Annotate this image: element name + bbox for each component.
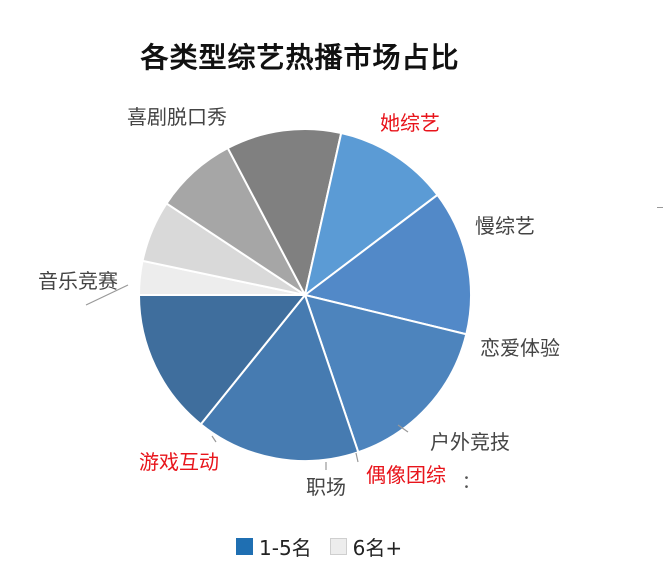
leader-line-2 — [397, 424, 409, 433]
slice-label-0: 职场 — [306, 475, 346, 499]
pie-slices — [137, 128, 472, 462]
edge-mark: ： — [462, 472, 480, 493]
slice-label-3: 恋爱体验 — [480, 336, 560, 360]
legend-swatch-top5 — [236, 538, 253, 555]
slice-label-4: 慢综艺 — [475, 214, 535, 238]
slice-label-1: 偶像团综 — [366, 463, 446, 487]
leader-line-1 — [355, 452, 359, 463]
chart-title: 各类型综艺热播市场占比 — [140, 41, 460, 74]
slice-label-5: 她综艺 — [380, 111, 440, 135]
slice-label-6: 喜剧脱口秀 — [127, 105, 227, 129]
legend-item-top5: 1-5名 — [236, 532, 312, 561]
pie-slice-5 — [302, 193, 472, 336]
pie-slice-3 — [226, 128, 343, 298]
leader-lines — [85, 284, 409, 470]
leader-line-8 — [211, 435, 217, 443]
slice-label-7: 音乐竞赛 — [38, 269, 118, 293]
edge-tick — [657, 207, 663, 208]
legend-item-others: 6名+ — [329, 532, 403, 561]
pie-slice-8 — [137, 294, 308, 426]
pie-slice-4 — [303, 131, 439, 298]
legend: 1-5名 6名+ — [236, 532, 402, 561]
slice-label-2: 户外竞技 — [430, 430, 510, 454]
legend-label-top5: 1-5名 — [259, 536, 312, 560]
leader-line-7 — [85, 284, 129, 306]
legend-swatch-others — [329, 538, 347, 555]
slice-label-8: 游戏互动 — [139, 450, 219, 474]
pie-slice-7 — [199, 292, 360, 462]
legend-label-others: 6名+ — [352, 536, 403, 560]
